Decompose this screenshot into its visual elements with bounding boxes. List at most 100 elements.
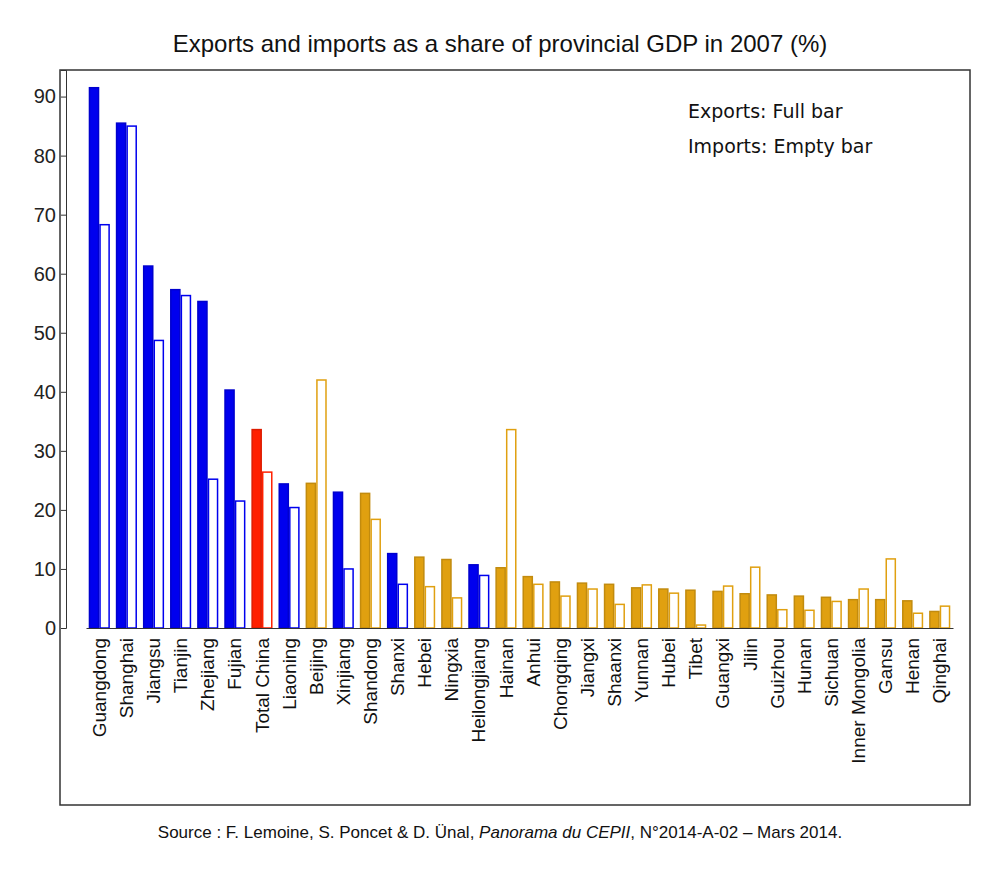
y-tick-label: 20: [34, 499, 56, 521]
x-tick-label: Hainan: [496, 638, 517, 698]
export-bar: [686, 590, 695, 628]
x-tick-label: Beijing: [306, 638, 327, 695]
x-tick-label: Tibet: [685, 637, 706, 679]
x-tick-label: Inner Mongolia: [848, 638, 869, 764]
export-bar: [523, 577, 532, 628]
import-bar: [751, 567, 760, 628]
source-part: , N°2014-A-02 – Mars 2014.: [630, 823, 842, 842]
x-tick: Henan: [902, 628, 923, 694]
x-axis-line: [87, 628, 954, 629]
import-bar: [507, 430, 516, 628]
x-tick: Tibet: [685, 628, 706, 680]
import-bar: [561, 596, 570, 628]
x-tick: Hebei: [414, 628, 435, 688]
x-tick: Ningxia: [441, 628, 462, 701]
x-tick: Beijing: [306, 628, 327, 695]
frame: [60, 70, 970, 805]
y-tick-label: 30: [34, 440, 56, 462]
x-tick: Anhui: [523, 628, 544, 687]
legend: Exports: Full barImports: Empty bar: [688, 100, 872, 157]
export-bar: [632, 588, 641, 628]
import-bar: [371, 519, 380, 628]
y-tick-mark: [61, 215, 66, 216]
export-bar: [306, 483, 315, 628]
y-tick: 70: [34, 204, 66, 226]
x-tick-label: Zhejiang: [197, 638, 218, 711]
import-bar: [615, 604, 624, 628]
export-bar: [930, 611, 939, 628]
x-tick: Liaoning: [279, 628, 300, 710]
x-tick-label: Chongqing: [550, 638, 571, 730]
export-bar: [469, 565, 478, 628]
x-tick-label: Jilin: [740, 638, 761, 671]
import-bar: [425, 587, 434, 628]
export-bar: [659, 589, 668, 628]
export-bar: [605, 584, 614, 628]
import-bar: [913, 613, 922, 628]
y-tick-mark: [61, 97, 66, 98]
x-tick-label: Liaoning: [279, 638, 300, 710]
y-tick-mark: [61, 569, 66, 570]
import-bar: [127, 126, 136, 628]
x-tick: Shaanxi: [604, 628, 625, 707]
x-tick-label: Hunan: [794, 638, 815, 694]
import-bar: [344, 569, 353, 628]
import-bar: [208, 479, 217, 628]
import-bar: [669, 593, 678, 628]
x-tick-label: Shanxi: [387, 638, 408, 696]
export-bar: [89, 88, 98, 628]
x-tick: Guangxi: [712, 628, 733, 709]
x-tick-label: Anhui: [523, 638, 544, 687]
x-tick: Gansu: [875, 628, 896, 694]
y-tick: 60: [34, 263, 66, 285]
export-bar: [550, 582, 559, 628]
export-bar: [279, 484, 288, 628]
x-tick: Zhejiang: [197, 628, 218, 711]
export-bar: [876, 600, 885, 628]
export-bar: [144, 266, 153, 628]
export-bar: [740, 594, 749, 628]
source-part: Panorama du CEPII: [479, 823, 630, 842]
y-tick-mark: [61, 451, 66, 452]
export-bar: [225, 390, 234, 628]
x-tick: Qinghai: [929, 628, 950, 704]
x-tick-label: Xinjiang: [333, 638, 354, 706]
y-tick-mark: [61, 274, 66, 275]
chart: Exports and imports as a share of provin…: [0, 0, 1000, 871]
x-tick: Xinjiang: [333, 628, 354, 706]
x-axis: GuangdongShanghaiJiangsuTianjinZhejiangF…: [87, 628, 954, 764]
import-bar: [534, 584, 543, 628]
y-tick-label: 40: [34, 381, 56, 403]
y-tick-mark: [61, 156, 66, 157]
y-tick-mark: [61, 333, 66, 334]
x-tick: Hubei: [658, 628, 679, 688]
export-bar: [767, 595, 776, 628]
import-bar: [263, 472, 272, 628]
y-tick-label: 70: [34, 204, 56, 226]
import-bar: [696, 625, 705, 628]
y-tick-mark: [61, 510, 66, 511]
y-axis-line: [61, 71, 67, 629]
import-bar: [154, 340, 163, 628]
x-tick: Jilin: [740, 628, 761, 671]
import-bar: [181, 296, 190, 628]
export-bar: [794, 596, 803, 628]
export-bar: [849, 600, 858, 628]
x-tick: Inner Mongolia: [848, 628, 869, 764]
x-tick: Heilongjiang: [468, 628, 489, 743]
x-tick-label: Ningxia: [441, 638, 462, 702]
import-bar: [886, 559, 895, 628]
source: Source : F. Lemoine, S. Poncet & D. Ünal…: [158, 823, 842, 842]
x-tick-label: Shanghai: [116, 638, 137, 718]
x-tick: Hainan: [496, 628, 517, 698]
y-tick: 80: [34, 145, 66, 167]
x-tick: Tianjin: [170, 628, 191, 693]
title: Exports and imports as a share of provin…: [173, 30, 828, 57]
x-tick: Yunnan: [631, 628, 652, 702]
x-tick: Guangdong: [89, 628, 110, 737]
x-tick-label: Sichuan: [821, 638, 842, 707]
x-tick-label: Guizhou: [767, 638, 788, 709]
export-bar: [577, 583, 586, 628]
x-tick-label: Gansu: [875, 638, 896, 694]
export-bar: [821, 597, 830, 628]
